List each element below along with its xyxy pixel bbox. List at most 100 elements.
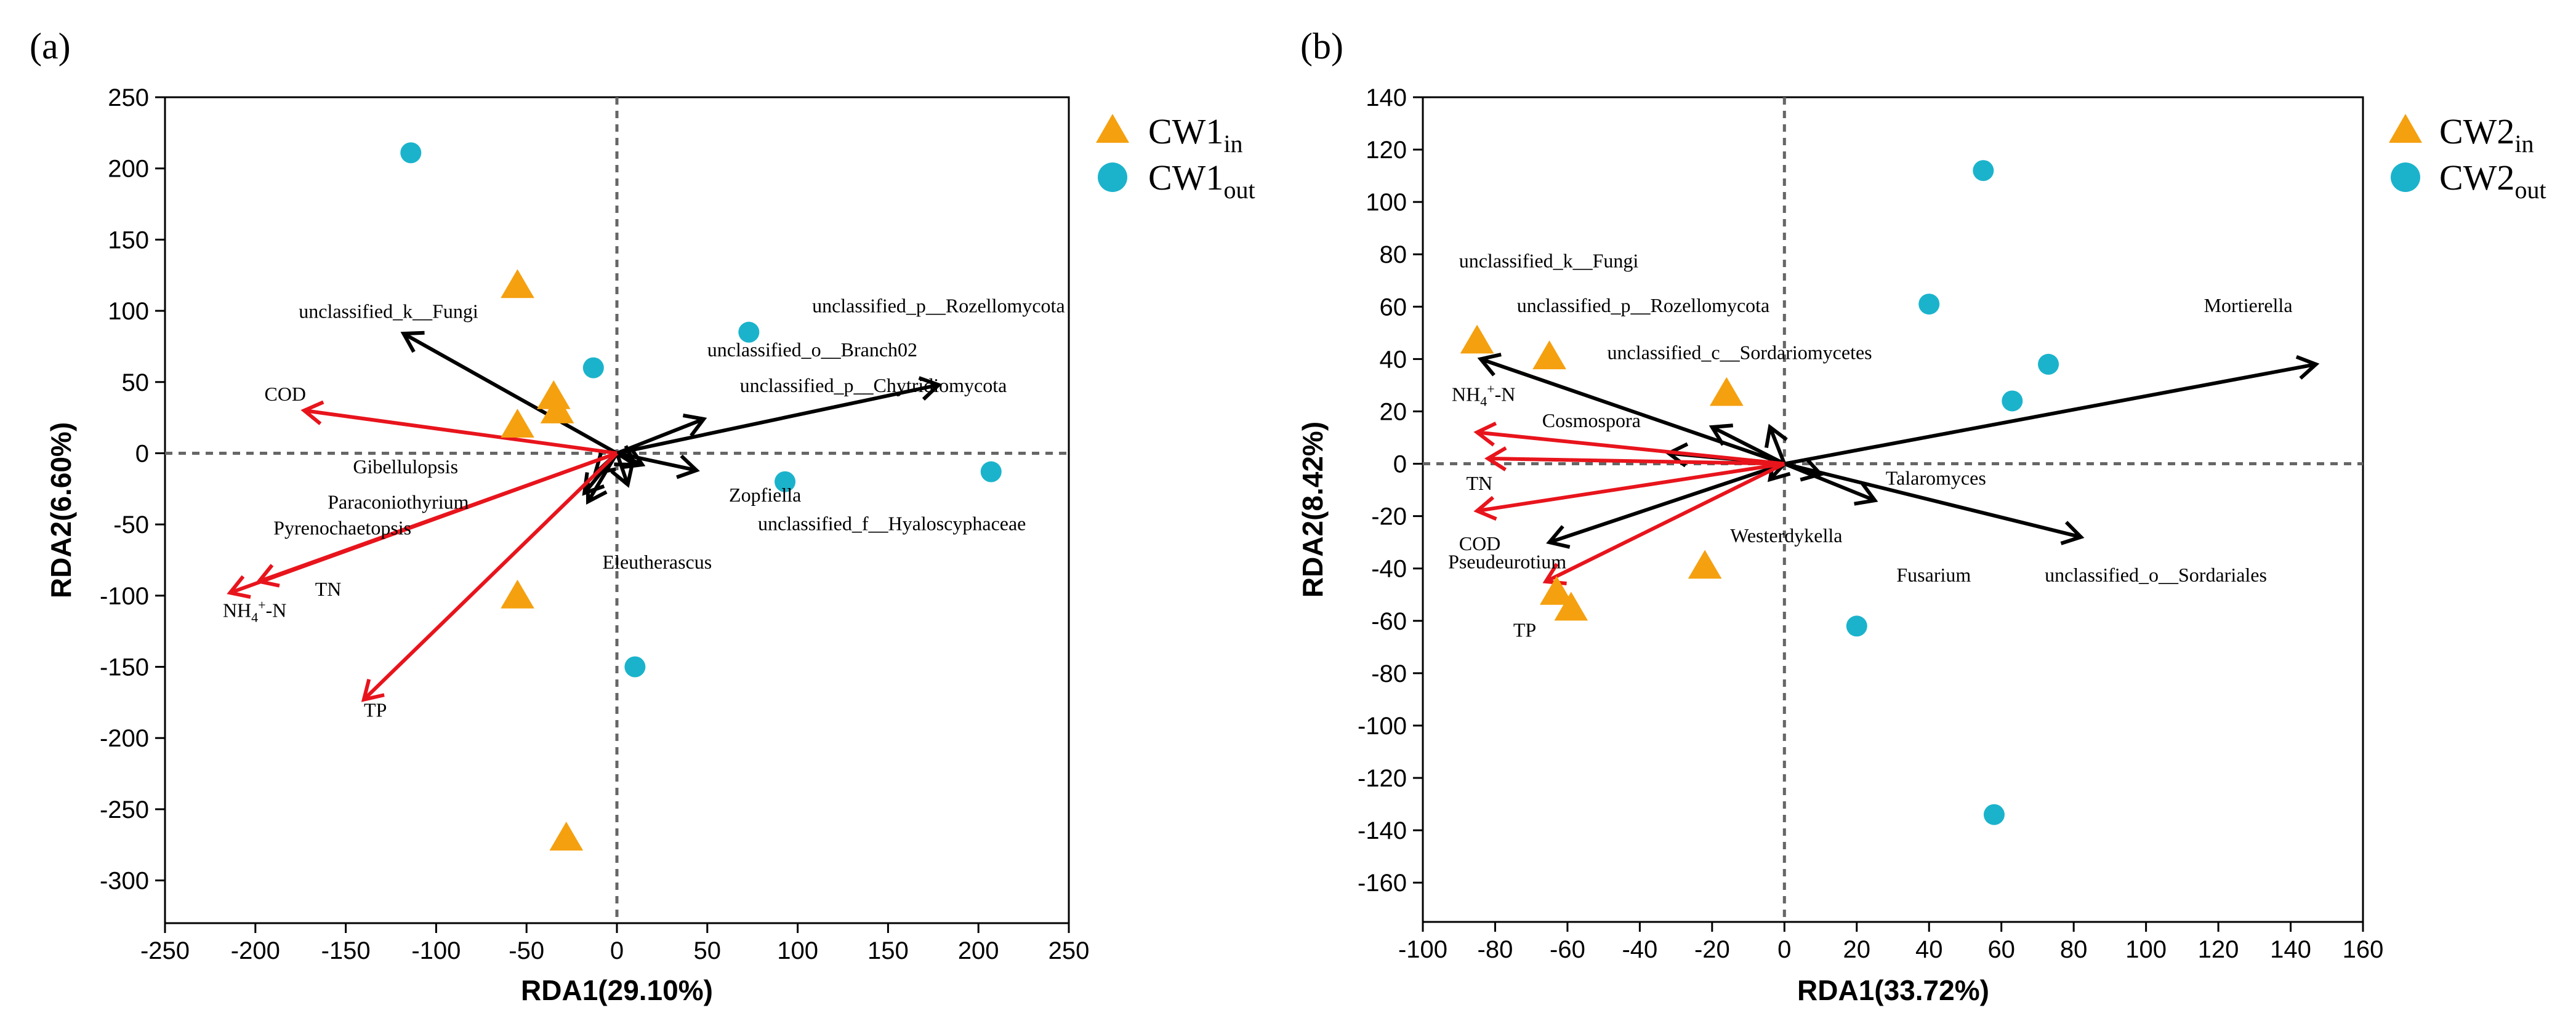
panel-b-label: (b) [1300,26,1343,66]
env-arrow-nh4-n [229,451,618,595]
legend-item-cw2out[interactable]: CW2out [2391,158,2546,204]
species-arrow-unclassified-o-branch02-arrowhead [682,414,707,437]
legend-label-cw2out: CW2out [2439,158,2546,204]
species-arrow-unclassified-o-sordariales-arrowhead [2060,521,2085,545]
y-tick-label: 50 [122,369,150,396]
species-arrow-unclassified-p-rozellomycota-arrowhead [1709,423,1733,446]
x-tick-label: -80 [1478,936,1513,963]
sample-point-cw2out[interactable] [1983,804,2005,825]
sample-point-cw1in[interactable] [549,822,584,851]
legend-label-cw2in: CW2in [2439,111,2534,158]
legend-circle-marker [2391,162,2420,192]
sample-point-cw2in[interactable] [1460,324,1494,354]
y-tick-label: 0 [135,440,149,467]
sample-point-cw2out[interactable] [2038,353,2059,375]
panel-a-x-axis-title: RDA1(29.10%) [521,974,713,1006]
sample-point-cw2out[interactable] [1846,615,1867,637]
panel-a: (a) -250 -200 -150 -100 -50 0 50 100 150 200 250 -3… [30,26,1255,1006]
sample-point-cw1out[interactable] [400,142,422,164]
sample-point-cw2out[interactable] [1973,160,1994,182]
sample-point-cw1in[interactable] [501,409,534,438]
species-arrow-unclassified-k-fungi [403,332,618,455]
env-arrow-cod [304,409,618,455]
species-arrow-unclassified-c-sordariomycetes [1768,426,1787,465]
species-label-paraconiothyrium: Paraconiothyrium [328,491,469,513]
sample-point-cw2in[interactable] [1554,591,1588,621]
env-label-cod: COD [1459,532,1501,555]
panel-a-species-vectors [400,330,943,505]
sample-point-cw1in[interactable] [501,579,534,609]
env-arrow-nh4-n-arrowhead [227,575,251,599]
env-arrow-nh4-n [1476,430,1785,466]
species-arrow-unclassified-c-sordariomycetes-arrowhead [1764,423,1788,449]
legend-item-cw2in[interactable]: CW2in [2389,111,2534,158]
y-tick-label: -20 [1371,503,1407,531]
x-tick-label: 20 [1843,936,1871,963]
sample-point-cw1in[interactable] [540,394,574,423]
y-tick-label: -40 [1371,556,1407,583]
panel-a-vector-labels: unclassified_k__Fungi unclassified_p__Roz… [223,294,1065,721]
y-tick-label: 100 [108,298,149,325]
species-arrow-zopfiella-arrowhead [586,481,608,505]
sample-point-cw1in[interactable] [536,380,571,409]
species-label-zopfiella: Zopfiella [729,484,801,506]
y-tick-label: -160 [1358,870,1407,897]
sample-point-cw2in[interactable] [1540,576,1574,605]
y-tick-label: -100 [1358,713,1407,740]
sample-point-cw2in[interactable] [1532,340,1566,369]
x-tick-label: 50 [694,937,722,964]
panel-a-sample-points [400,142,1002,851]
env-arrow-tp [1545,462,1785,583]
species-label-fusarium: Fusarium [1896,564,1971,586]
env-label-tp: TP [1513,619,1536,641]
env-arrow-cod [1476,462,1785,513]
y-tick-label: 150 [108,226,149,254]
species-label-pseudeurotium: Pseudeurotium [1448,551,1566,573]
legend-label-cw1in: CW1in [1148,111,1243,158]
legend-triangle-marker [2389,114,2422,143]
sample-point-cw1out[interactable] [775,471,796,492]
y-tick-label: -140 [1358,817,1407,844]
sample-point-cw2in[interactable] [1710,377,1744,406]
sample-point-cw1out[interactable] [582,357,604,378]
y-tick-label: -100 [100,583,149,610]
panel-a-env-vectors [227,400,619,702]
sample-point-cw2out[interactable] [2002,390,2023,412]
y-tick-label: -200 [100,725,149,752]
x-tick-label: 0 [1777,936,1791,963]
sample-point-cw1out[interactable] [980,461,1002,482]
sample-point-cw2in[interactable] [1688,550,1722,579]
species-label-unclassified-p-chytridiomycota: unclassified_p__Chytridiomycota [740,374,1007,396]
sample-point-cw1in[interactable] [501,269,534,298]
species-arrow-eleutherascus-arrowhead [614,445,638,467]
env-label-tn: TN [315,578,342,600]
env-arrow-cod-arrowhead [1473,495,1497,521]
y-tick-label: 200 [108,156,149,183]
panel-b-env-vectors [1473,422,1785,586]
x-tick-label: 140 [2270,936,2311,963]
panel-a-y-axis-title: RDA2(6.60%) [45,422,77,598]
x-tick-label: -50 [509,937,544,964]
species-label-eleutherascus: Eleutherascus [603,551,712,573]
species-label-westerdykella: Westerdykella [1730,524,1842,547]
species-arrow-unclassified-p-chytridiomycota-arrowhead [676,454,700,479]
x-tick-label: 100 [2125,936,2167,963]
species-label-unclassified-k-fungi: unclassified_k__Fungi [299,300,478,322]
env-arrow-tn-arrowhead [1484,446,1507,471]
env-label-tp: TP [364,699,387,721]
env-label-cod: COD [264,383,306,405]
species-arrow-unclassified-p-rozellomycota [616,383,940,455]
species-arrow-pseudeurotium [1548,462,1785,545]
sample-point-cw1out[interactable] [624,656,646,678]
x-tick-label: 250 [1049,937,1090,964]
legend-item-cw1out[interactable]: CW1out [1098,158,1255,204]
y-tick-label: -120 [1358,765,1407,792]
env-label-tn: TN [1466,472,1492,494]
species-label-unclassified-c-sordariomycetes: unclassified_c__Sordariomycetes [1608,341,1872,363]
species-arrow-eleutherascus [616,451,636,466]
panel-b-y-axis-title: RDA2(8.42%) [1297,422,1329,598]
sample-point-cw1out[interactable] [738,321,760,343]
x-tick-label: 0 [610,937,624,964]
sample-point-cw2out[interactable] [1918,294,1940,315]
legend-item-cw1in[interactable]: CW1in [1096,111,1243,158]
